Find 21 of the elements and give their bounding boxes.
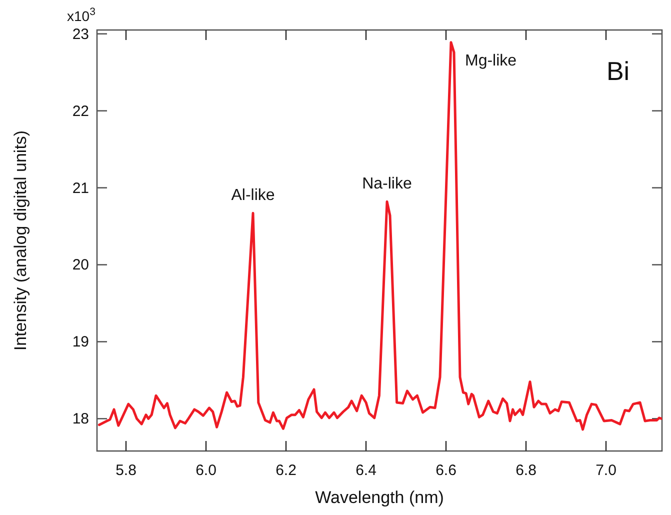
text: Bi: [606, 56, 630, 86]
x-axis-title: Wavelength (nm): [315, 488, 444, 507]
y-tick-label: 23: [72, 26, 89, 43]
annotation: Mg-like: [465, 52, 517, 70]
y-tick-label: 18: [72, 410, 89, 428]
annotation: Na-like: [362, 176, 412, 193]
x-tick-label: 6.4: [356, 462, 376, 479]
text: x10$^{3}$: [67, 6, 96, 24]
x-tick-label: 6.2: [276, 462, 296, 479]
x-tick-label: 5.8: [116, 462, 136, 479]
y-tick-label: 21: [72, 180, 89, 197]
x-tick-label: 6.0: [196, 462, 216, 479]
y-tick-label: 20: [72, 256, 89, 274]
x-tick-label: 7.0: [596, 462, 616, 479]
x-tick-label: 6.8: [516, 462, 536, 479]
y-tick-label: 22: [72, 102, 89, 120]
x-tick-label: 6.6: [436, 462, 456, 479]
annotation: Al-like: [231, 187, 275, 204]
y-tick-label: 19: [72, 334, 89, 351]
line-series: [98, 41, 662, 431]
y-axis-title: Intensity (analog digital units): [11, 130, 30, 351]
